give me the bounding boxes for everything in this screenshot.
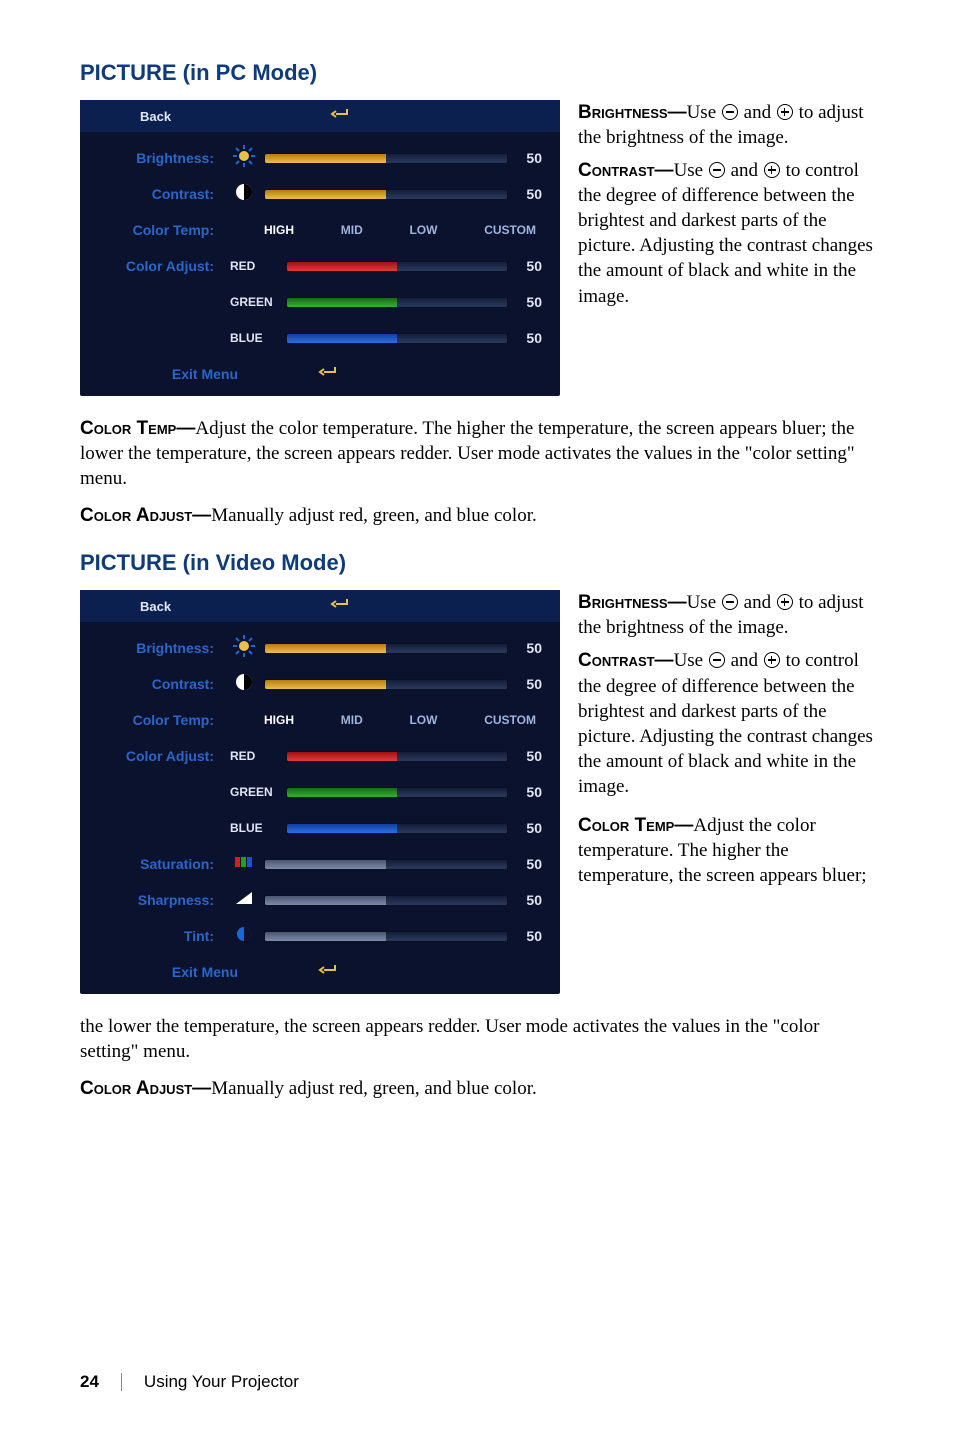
blue-value: 50 bbox=[508, 330, 546, 346]
pc-contrast-row[interactable]: Contrast: 50 bbox=[94, 176, 546, 212]
osd-back-label: Back bbox=[140, 109, 250, 124]
video-colortemp-continued: the lower the temperature, the screen ap… bbox=[80, 1014, 874, 1064]
red-label: RED bbox=[224, 259, 286, 273]
sharpness-icon bbox=[224, 891, 264, 910]
plus-button-icon bbox=[764, 162, 780, 178]
coloradjust-label: Color Adjust: bbox=[94, 258, 224, 274]
temp-mid[interactable]: MID bbox=[341, 223, 363, 237]
contrast-value: 50 bbox=[508, 186, 546, 202]
vid-saturation-row[interactable]: Saturation: 50 bbox=[94, 846, 546, 882]
blue-slider[interactable]: 50 bbox=[286, 330, 546, 346]
footer-section: Using Your Projector bbox=[144, 1372, 299, 1392]
brightness-slider[interactable]: 50 bbox=[264, 150, 546, 166]
vid-sharpness-row[interactable]: Sharpness: 50 bbox=[94, 882, 546, 918]
enter-icon bbox=[318, 365, 338, 384]
green-fill bbox=[287, 298, 397, 307]
pc-coloradjust-green-row[interactable]: GREEN 50 bbox=[94, 284, 546, 320]
video-mode-row: Back Brightness: 50 Contrast: bbox=[80, 590, 874, 994]
page-footer: 24 Using Your Projector bbox=[80, 1372, 299, 1392]
colortemp-options[interactable]: HIGH MID LOW CUSTOM bbox=[264, 223, 546, 237]
brightness-term: Brightness— bbox=[578, 102, 687, 123]
enter-icon bbox=[318, 963, 338, 982]
brightness-fill bbox=[265, 154, 386, 163]
temp-low[interactable]: LOW bbox=[409, 223, 437, 237]
temp-high[interactable]: HIGH bbox=[264, 223, 294, 237]
enter-icon bbox=[330, 597, 350, 616]
osd-exit-row[interactable]: Exit Menu bbox=[94, 954, 546, 990]
brightness-icon bbox=[224, 145, 264, 172]
osd-back-row[interactable]: Back bbox=[80, 590, 560, 622]
pc-side-text: Brightness—Use and to adjust the brightn… bbox=[578, 100, 874, 396]
vid-coloradjust-blue-row[interactable]: BLUE 50 bbox=[94, 810, 546, 846]
pc-colortemp-row[interactable]: Color Temp: HIGH MID LOW CUSTOM bbox=[94, 212, 546, 248]
red-slider[interactable]: 50 bbox=[286, 258, 546, 274]
contrast-fill bbox=[265, 190, 386, 199]
minus-button-icon bbox=[709, 162, 725, 178]
vid-coloradjust-green-row[interactable]: GREEN 50 bbox=[94, 774, 546, 810]
video-coloradjust-para: Color Adjust—Manually adjust red, green,… bbox=[80, 1076, 874, 1101]
osd-menu-video: Back Brightness: 50 Contrast: bbox=[80, 590, 560, 994]
vid-colortemp-row[interactable]: Color Temp: HIGH MID LOW CUSTOM bbox=[94, 702, 546, 738]
contrast-slider[interactable]: 50 bbox=[264, 186, 546, 202]
enter-icon bbox=[330, 107, 350, 126]
plus-button-icon bbox=[777, 104, 793, 120]
temp-custom[interactable]: CUSTOM bbox=[484, 223, 536, 237]
plus-button-icon bbox=[777, 594, 793, 610]
plus-button-icon bbox=[764, 652, 780, 668]
green-label: GREEN bbox=[224, 295, 286, 309]
pc-coloradjust-red-row[interactable]: Color Adjust: RED 50 bbox=[94, 248, 546, 284]
minus-button-icon bbox=[722, 104, 738, 120]
minus-button-icon bbox=[722, 594, 738, 610]
pc-colortemp-para: Color Temp—Adjust the color temperature.… bbox=[80, 416, 874, 491]
footer-divider bbox=[121, 1373, 122, 1391]
pc-coloradjust-para: Color Adjust—Manually adjust red, green,… bbox=[80, 503, 874, 528]
saturation-icon bbox=[224, 855, 264, 874]
vid-brightness-row[interactable]: Brightness: 50 bbox=[94, 630, 546, 666]
blue-label: BLUE bbox=[224, 331, 286, 345]
red-fill bbox=[287, 262, 397, 271]
pc-brightness-row[interactable]: Brightness: 50 bbox=[94, 140, 546, 176]
contrast-label: Contrast: bbox=[94, 186, 224, 202]
green-slider[interactable]: 50 bbox=[286, 294, 546, 310]
vid-contrast-row[interactable]: Contrast: 50 bbox=[94, 666, 546, 702]
contrast-icon bbox=[224, 672, 264, 697]
tint-icon bbox=[224, 925, 264, 948]
pc-coloradjust-blue-row[interactable]: BLUE 50 bbox=[94, 320, 546, 356]
minus-button-icon bbox=[709, 652, 725, 668]
heading-video-mode: PICTURE (in Video Mode) bbox=[80, 550, 874, 576]
green-value: 50 bbox=[508, 294, 546, 310]
osd-exit-row[interactable]: Exit Menu bbox=[94, 356, 546, 392]
blue-fill bbox=[287, 334, 397, 343]
osd-exit-label: Exit Menu bbox=[118, 366, 238, 382]
page-number: 24 bbox=[80, 1372, 99, 1392]
vid-coloradjust-red-row[interactable]: Color Adjust: RED 50 bbox=[94, 738, 546, 774]
colortemp-label: Color Temp: bbox=[94, 222, 224, 238]
osd-back-row[interactable]: Back bbox=[80, 100, 560, 132]
contrast-icon bbox=[224, 182, 264, 207]
red-value: 50 bbox=[508, 258, 546, 274]
brightness-icon bbox=[224, 635, 264, 662]
video-side-text: Brightness—Use and to adjust the brightn… bbox=[578, 590, 874, 994]
pc-mode-row: Back Brightness: 50 Contrast: bbox=[80, 100, 874, 396]
vid-tint-row[interactable]: Tint: 50 bbox=[94, 918, 546, 954]
brightness-value: 50 bbox=[508, 150, 546, 166]
heading-pc-mode: PICTURE (in PC Mode) bbox=[80, 60, 874, 86]
osd-menu-pc: Back Brightness: 50 Contrast: bbox=[80, 100, 560, 396]
brightness-label: Brightness: bbox=[94, 150, 224, 166]
contrast-term: Contrast— bbox=[578, 160, 674, 181]
osd-back-label: Back bbox=[140, 599, 250, 614]
